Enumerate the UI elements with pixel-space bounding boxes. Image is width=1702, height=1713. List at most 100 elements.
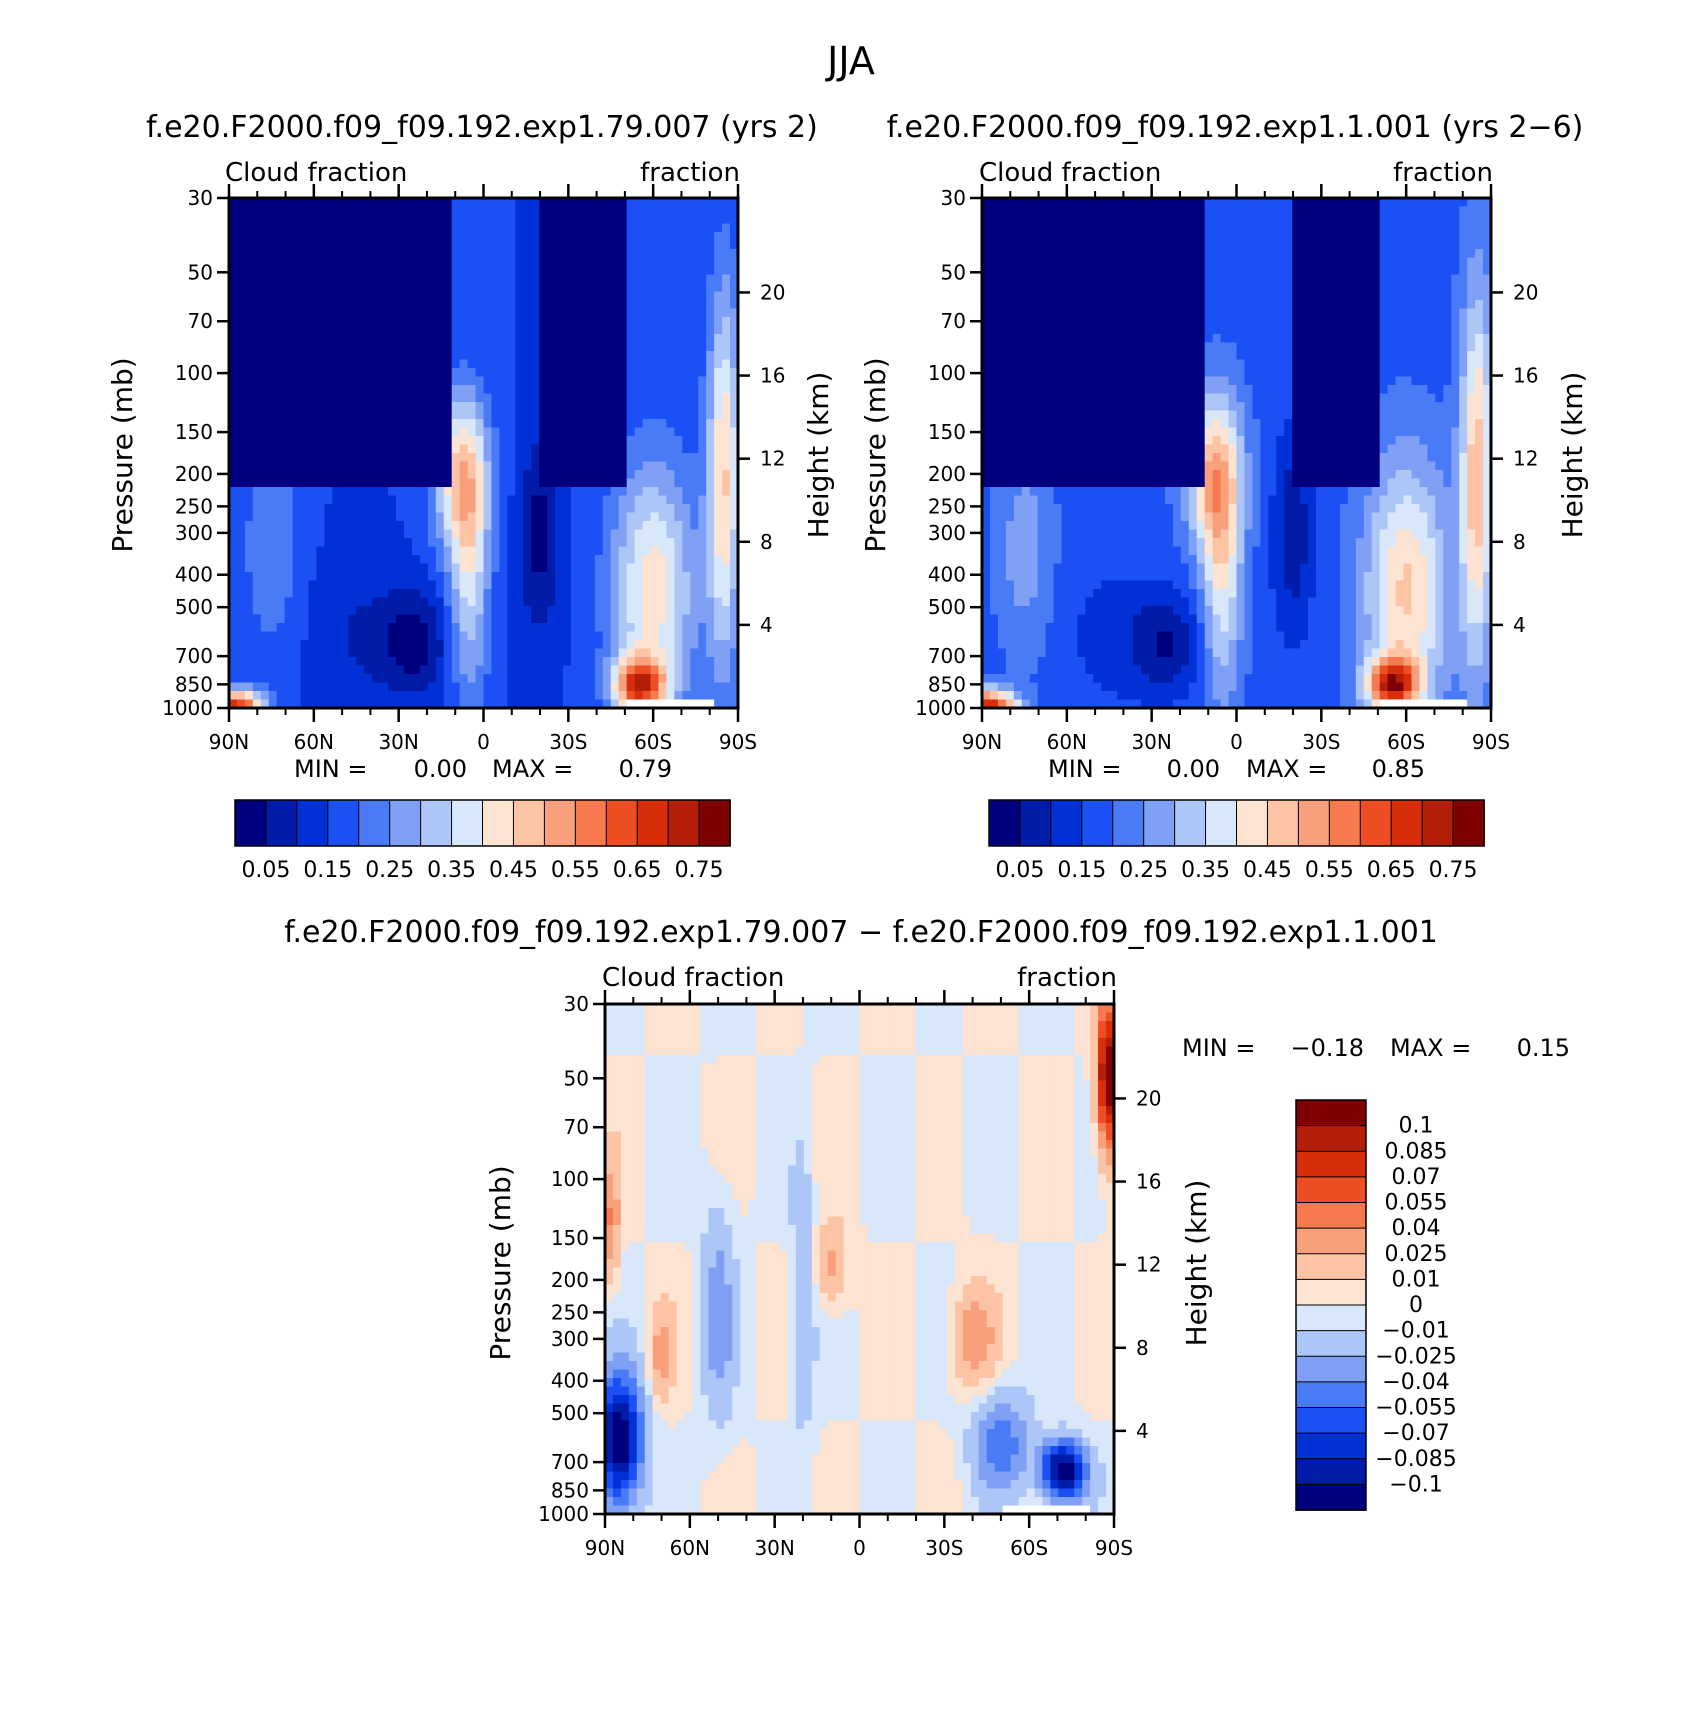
contour-cell bbox=[515, 232, 524, 242]
contour-cell bbox=[602, 623, 612, 633]
contour-cell bbox=[1141, 274, 1150, 284]
contour-cell bbox=[1077, 274, 1086, 284]
contour-cell bbox=[475, 206, 485, 216]
contour-cell bbox=[403, 470, 413, 480]
contour-cell bbox=[1284, 215, 1293, 225]
contour-cell bbox=[364, 402, 373, 412]
contour-cell bbox=[642, 453, 652, 463]
contour-cell bbox=[499, 640, 508, 650]
contour-cell bbox=[260, 555, 270, 565]
contour-cell bbox=[1451, 198, 1460, 208]
contour-cell bbox=[396, 631, 405, 641]
contour-cell bbox=[364, 198, 373, 208]
contour-cell bbox=[1204, 317, 1214, 327]
contour-cell bbox=[563, 665, 572, 675]
contour-cell bbox=[451, 232, 461, 242]
contour-cell bbox=[515, 334, 524, 344]
contour-cell bbox=[539, 631, 548, 641]
contour-cell bbox=[570, 546, 580, 556]
contour-cell bbox=[570, 470, 580, 480]
contour-cell bbox=[316, 266, 326, 276]
contour-cell bbox=[1244, 232, 1253, 242]
contour-cell bbox=[475, 512, 485, 522]
contour-cell bbox=[1061, 232, 1071, 242]
contour-cell bbox=[1395, 249, 1405, 259]
contour-cell bbox=[523, 240, 532, 250]
height-tick-label: 12 bbox=[760, 447, 785, 471]
contour-cell bbox=[602, 359, 612, 369]
contour-cell bbox=[547, 385, 556, 395]
contour-cell bbox=[252, 478, 262, 488]
contour-cell bbox=[642, 368, 652, 378]
contour-cell bbox=[555, 614, 564, 624]
contour-cell bbox=[443, 691, 453, 701]
contour-cell bbox=[229, 436, 238, 446]
contour-cell bbox=[276, 300, 286, 310]
contour-cell bbox=[483, 368, 493, 378]
contour-cell bbox=[435, 266, 445, 276]
contour-cell bbox=[435, 232, 445, 242]
contour-cell bbox=[308, 215, 318, 225]
contour-cell bbox=[626, 410, 636, 420]
contour-cell bbox=[547, 198, 556, 208]
contour-cell bbox=[388, 470, 397, 480]
contour-cell bbox=[730, 206, 739, 216]
contour-cell bbox=[419, 546, 429, 556]
contour-cell bbox=[332, 249, 341, 259]
contour-cell bbox=[1021, 249, 1031, 259]
contour-cell bbox=[1037, 223, 1047, 233]
contour-cell bbox=[626, 376, 636, 386]
contour-cell bbox=[1045, 215, 1055, 225]
contour-cell bbox=[563, 334, 572, 344]
contour-cell bbox=[634, 623, 644, 633]
contour-cell bbox=[1323, 240, 1333, 250]
contour-cell bbox=[658, 597, 668, 607]
contour-cell bbox=[459, 283, 469, 293]
contour-cell bbox=[316, 640, 326, 650]
contour-cell bbox=[706, 606, 715, 616]
contour-cell bbox=[491, 589, 500, 599]
contour-cell bbox=[324, 589, 333, 599]
contour-cell bbox=[1069, 283, 1079, 293]
contour-cell bbox=[507, 580, 516, 590]
contour-cell bbox=[364, 648, 373, 658]
contour-cell bbox=[658, 317, 668, 327]
contour-cell bbox=[650, 317, 660, 327]
contour-cell bbox=[507, 461, 516, 471]
contour-cell bbox=[380, 674, 389, 684]
contour-cell bbox=[308, 495, 318, 505]
contour-cell bbox=[634, 376, 644, 386]
contour-cell bbox=[388, 368, 397, 378]
contour-cell bbox=[578, 266, 588, 276]
contour-cell bbox=[443, 699, 453, 709]
contour-cell bbox=[594, 266, 604, 276]
contour-cell bbox=[380, 572, 389, 582]
contour-cell bbox=[499, 283, 508, 293]
contour-cell bbox=[236, 512, 246, 522]
contour-cell bbox=[308, 606, 318, 616]
contour-cell bbox=[555, 419, 564, 429]
contour-cell bbox=[411, 606, 421, 616]
contour-cell bbox=[531, 538, 540, 548]
contour-cell bbox=[602, 300, 612, 310]
contour-cell bbox=[252, 665, 262, 675]
contour-cell bbox=[236, 402, 246, 412]
contour-cell bbox=[411, 529, 421, 539]
contour-cell bbox=[1300, 300, 1309, 310]
contour-cell bbox=[332, 631, 341, 641]
contour-cell bbox=[515, 657, 524, 667]
contour-cell bbox=[435, 283, 445, 293]
contour-cell bbox=[602, 487, 612, 497]
contour-cell bbox=[332, 580, 341, 590]
contour-cell bbox=[411, 572, 421, 582]
contour-cell bbox=[594, 606, 604, 616]
contour-cell bbox=[658, 478, 668, 488]
contour-cell bbox=[1252, 240, 1261, 250]
contour-cell bbox=[459, 674, 469, 684]
contour-cell bbox=[982, 223, 991, 233]
contour-cell bbox=[356, 385, 365, 395]
contour-cell bbox=[308, 419, 318, 429]
contour-cell bbox=[650, 385, 660, 395]
contour-cell bbox=[1252, 223, 1261, 233]
contour-cell bbox=[698, 308, 707, 318]
